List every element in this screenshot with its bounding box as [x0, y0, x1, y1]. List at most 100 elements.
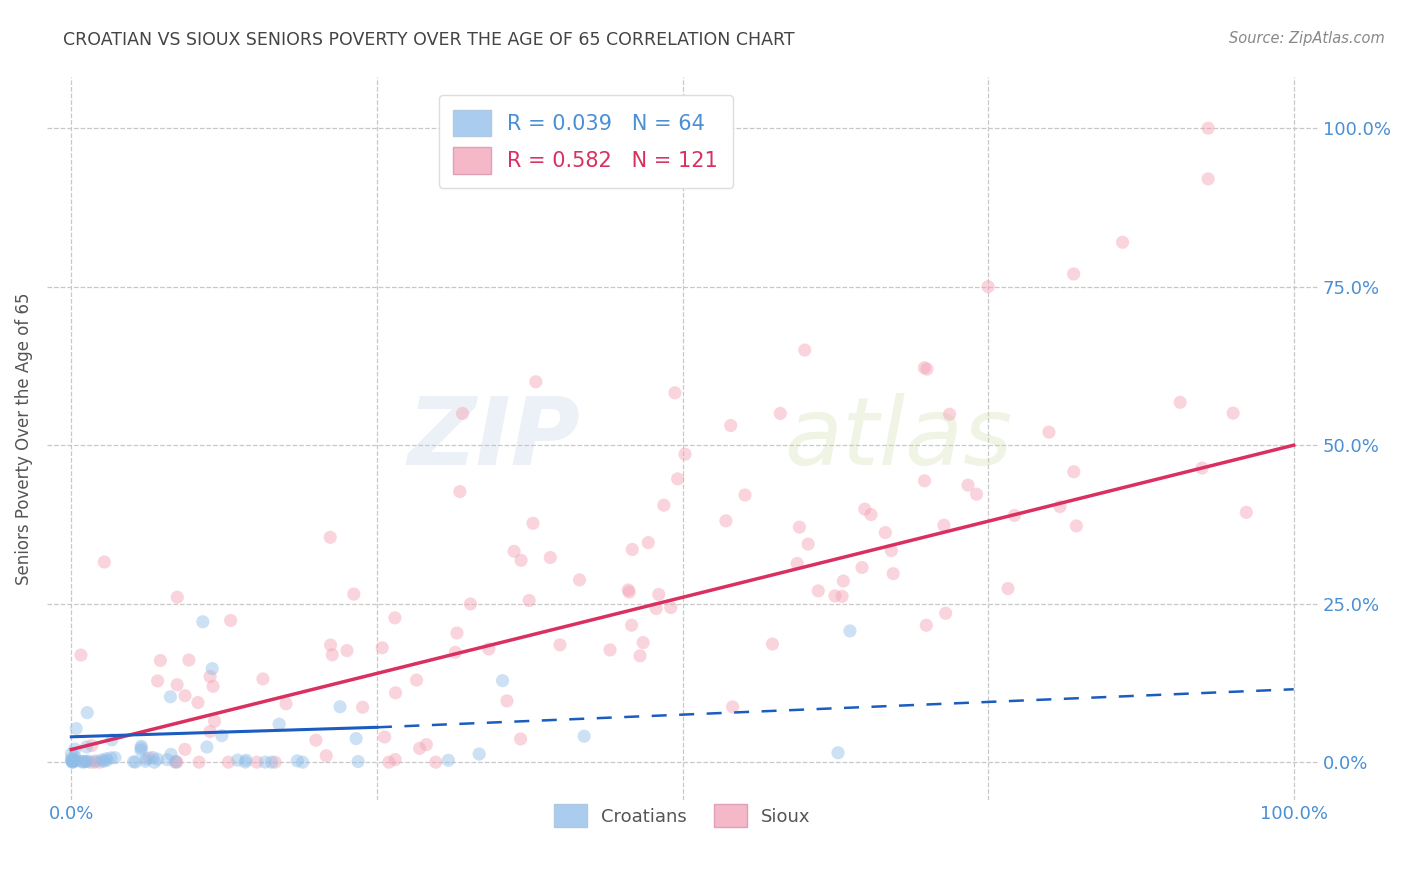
- Point: [129, 743, 152, 757]
- Point: [174, 742, 197, 756]
- Point: [62, 754, 84, 768]
- Point: [599, 643, 621, 657]
- Point: [319, 638, 342, 652]
- Point: [319, 530, 342, 544]
- Point: [211, 729, 233, 743]
- Point: [1197, 121, 1219, 136]
- Point: [1168, 395, 1191, 409]
- Point: [468, 747, 491, 761]
- Point: [522, 516, 544, 531]
- Point: [620, 618, 643, 632]
- Point: [966, 487, 988, 501]
- Point: [65, 754, 87, 768]
- Point: [824, 589, 846, 603]
- Point: [72, 755, 94, 769]
- Point: [721, 699, 744, 714]
- Point: [76, 754, 98, 768]
- Point: [621, 542, 644, 557]
- Point: [62, 754, 84, 768]
- Point: [460, 597, 482, 611]
- Point: [793, 343, 815, 357]
- Point: [321, 648, 343, 662]
- Point: [1063, 465, 1085, 479]
- Point: [1191, 461, 1213, 475]
- Point: [617, 582, 640, 597]
- Point: [198, 669, 221, 683]
- Point: [149, 653, 172, 667]
- Point: [568, 573, 591, 587]
- Point: [938, 407, 960, 421]
- Point: [219, 614, 242, 628]
- Y-axis label: Seniors Poverty Over the Age of 65: Seniors Poverty Over the Age of 65: [15, 293, 32, 585]
- Point: [60, 754, 83, 768]
- Point: [129, 739, 152, 754]
- Point: [347, 755, 370, 769]
- Point: [769, 407, 792, 421]
- Point: [619, 585, 641, 599]
- Point: [84, 754, 107, 768]
- Point: [146, 673, 169, 688]
- Point: [666, 472, 689, 486]
- Point: [932, 518, 955, 533]
- Point: [233, 755, 256, 769]
- Point: [104, 750, 127, 764]
- Point: [166, 678, 188, 692]
- Point: [977, 279, 1000, 293]
- Point: [664, 385, 686, 400]
- Point: [63, 754, 86, 768]
- Text: ZIP: ZIP: [408, 392, 581, 485]
- Point: [235, 753, 257, 767]
- Point: [1038, 425, 1060, 439]
- Point: [1066, 519, 1088, 533]
- Point: [517, 593, 540, 607]
- Point: [714, 514, 737, 528]
- Point: [315, 748, 337, 763]
- Point: [352, 700, 374, 714]
- Point: [628, 648, 651, 663]
- Point: [188, 755, 211, 769]
- Text: atlas: atlas: [785, 393, 1012, 484]
- Point: [135, 752, 157, 766]
- Point: [305, 733, 328, 747]
- Point: [274, 697, 297, 711]
- Point: [912, 360, 935, 375]
- Point: [648, 587, 671, 601]
- Point: [76, 706, 98, 720]
- Point: [63, 749, 86, 764]
- Point: [80, 739, 103, 753]
- Point: [374, 730, 396, 744]
- Point: [93, 555, 115, 569]
- Point: [60, 747, 83, 761]
- Point: [915, 618, 938, 632]
- Point: [384, 686, 406, 700]
- Legend: Croatians, Sioux: Croatians, Sioux: [547, 797, 818, 835]
- Point: [76, 739, 98, 754]
- Point: [100, 751, 122, 765]
- Point: [122, 755, 145, 769]
- Point: [437, 753, 460, 767]
- Point: [827, 746, 849, 760]
- Point: [875, 525, 897, 540]
- Point: [444, 645, 467, 659]
- Point: [1063, 267, 1085, 281]
- Point: [997, 582, 1019, 596]
- Point: [446, 626, 468, 640]
- Point: [65, 722, 87, 736]
- Point: [202, 679, 225, 693]
- Point: [451, 407, 474, 421]
- Point: [378, 755, 401, 769]
- Point: [75, 755, 97, 769]
- Point: [166, 755, 188, 769]
- Point: [344, 731, 367, 746]
- Point: [673, 447, 696, 461]
- Point: [786, 557, 808, 571]
- Point: [956, 478, 979, 492]
- Point: [882, 566, 904, 581]
- Point: [60, 754, 83, 768]
- Point: [832, 574, 855, 588]
- Point: [65, 753, 87, 767]
- Point: [329, 699, 352, 714]
- Point: [135, 754, 157, 768]
- Point: [177, 653, 200, 667]
- Point: [143, 755, 166, 769]
